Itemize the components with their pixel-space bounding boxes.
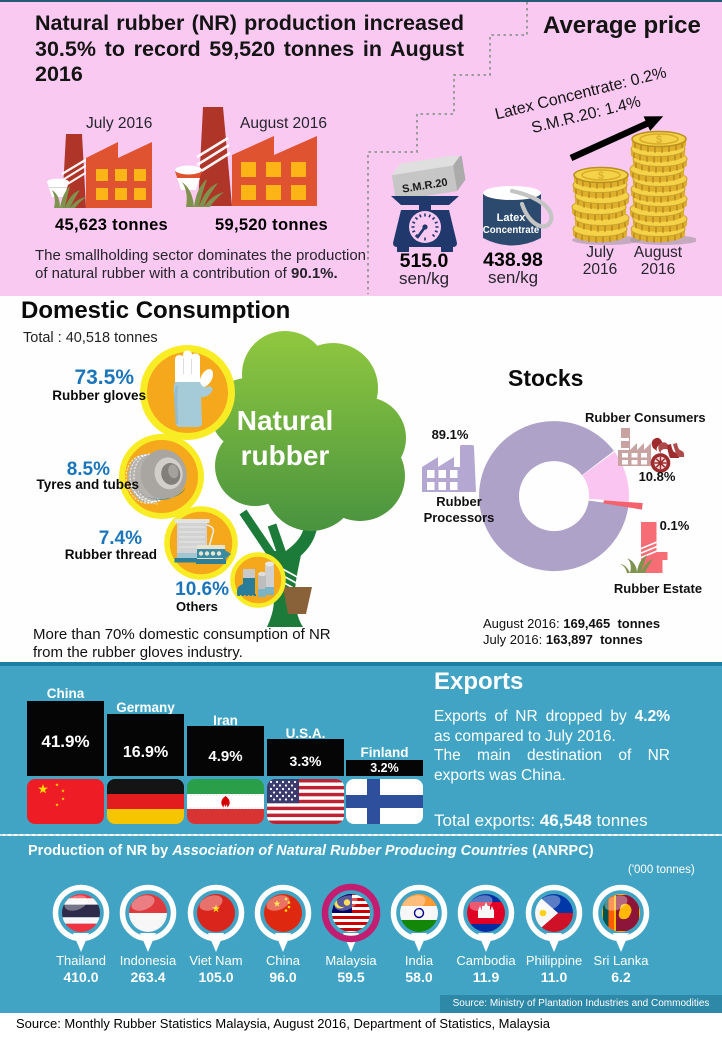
- svg-text:Concentrate: Concentrate: [483, 225, 540, 236]
- svg-text:Latex: Latex: [497, 212, 527, 224]
